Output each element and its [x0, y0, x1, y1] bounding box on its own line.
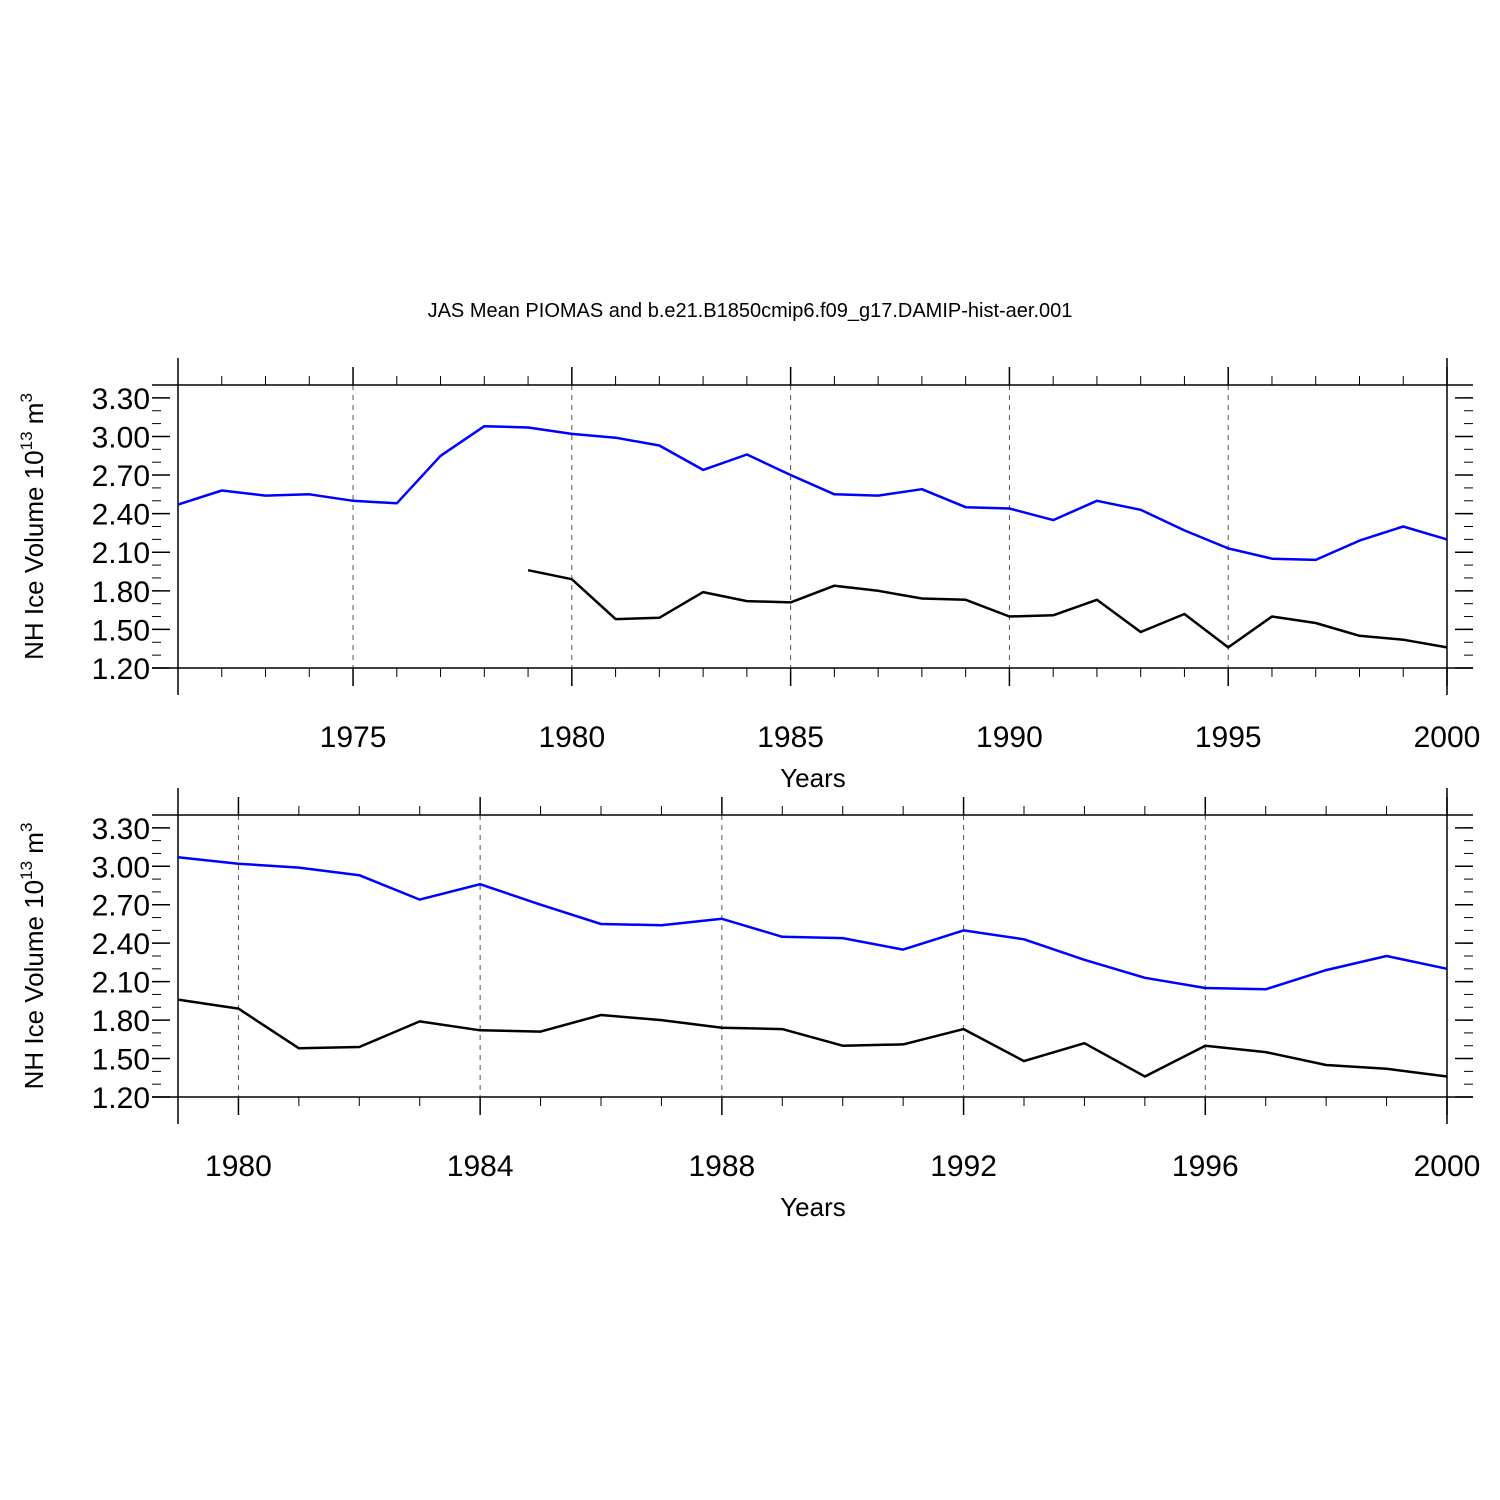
y-tick-label: 2.10: [92, 967, 150, 1000]
x-tick-label: 1995: [1195, 721, 1262, 754]
series-line-model: [177, 424, 1448, 562]
chart-panel-top: 1.20 1.50 1.80 2.10 2.40 2.70 3.00 3.30 1975 1980…: [17, 358, 1480, 793]
x-tick-label: 1975: [320, 721, 387, 754]
y-tick-label: 2.10: [92, 537, 150, 570]
y-tick-label: 1.20: [92, 1082, 150, 1115]
x-tick-label: 1984: [447, 1150, 514, 1183]
y-tick-label: 1.80: [92, 576, 150, 609]
series-line-model: [177, 856, 1448, 991]
y-tick-label: 3.00: [92, 851, 150, 884]
x-tick-label: 1996: [1172, 1150, 1239, 1183]
x-tick-label: 1980: [538, 721, 605, 754]
series-line-piomas: [177, 998, 1448, 1078]
y-tick-label: 1.50: [92, 614, 150, 647]
y-tick-label: 1.20: [92, 653, 150, 686]
x-tick-label: 1988: [688, 1150, 755, 1183]
chart-panel-bottom: 1.20 1.50 1.80 2.10 2.40 2.70 3.00 3.30 1980 1984…: [17, 788, 1480, 1222]
y-tick-label: 3.30: [92, 813, 150, 846]
y-axis-title: NH Ice Volume 1013 m3: [17, 823, 49, 1090]
y-tick-label: 1.50: [92, 1044, 150, 1077]
y-tick-label: 2.40: [92, 499, 150, 532]
y-tick-label: 2.70: [92, 460, 150, 493]
x-tick-label: 2000: [1414, 1150, 1481, 1183]
y-tick-label: 2.70: [92, 890, 150, 923]
x-tick-label: 1990: [976, 721, 1043, 754]
y-tick-label: 3.00: [92, 421, 150, 454]
y-axis-title: NH Ice Volume 1013 m3: [17, 393, 49, 660]
series-line-piomas: [527, 568, 1448, 649]
x-tick-label: 1985: [757, 721, 824, 754]
y-tick-label: 1.80: [92, 1005, 150, 1038]
x-tick-label: 1980: [205, 1150, 272, 1183]
x-axis-title: Years: [780, 1192, 846, 1222]
x-tick-label: 2000: [1414, 721, 1481, 754]
chart-title: JAS Mean PIOMAS and b.e21.B1850cmip6.f09…: [427, 300, 1073, 322]
x-axis-title: Years: [780, 763, 846, 793]
y-tick-label: 3.30: [92, 383, 150, 416]
y-tick-label: 2.40: [92, 928, 150, 961]
x-tick-label: 1992: [930, 1150, 997, 1183]
